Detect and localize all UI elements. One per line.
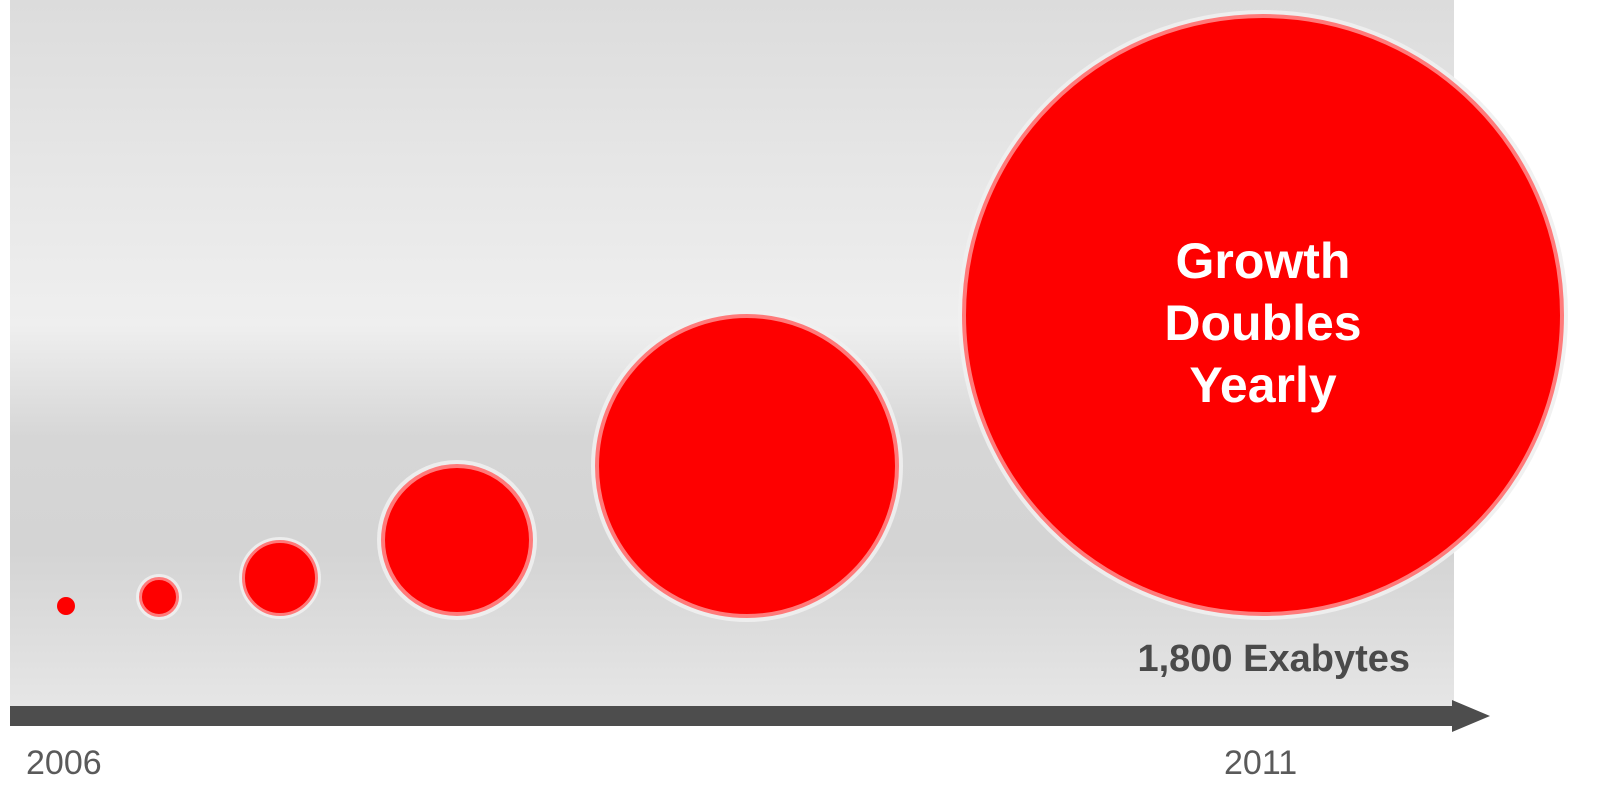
- bubble-5: [595, 314, 899, 618]
- headline-line-3: Yearly: [1189, 357, 1337, 413]
- bubble-3: [242, 540, 318, 616]
- total-exabytes-label: 1,800 Exabytes: [1137, 638, 1410, 680]
- growth-headline: Growth Doubles Yearly: [966, 230, 1560, 416]
- timeline-axis: [10, 706, 1456, 726]
- bubble-2: [139, 577, 179, 617]
- end-year-label: 2011: [1224, 744, 1298, 782]
- headline-line-1: Growth: [1175, 233, 1351, 289]
- headline-line-2: Doubles: [1164, 295, 1362, 351]
- timeline-arrow-icon: [1452, 700, 1490, 732]
- start-year-label: 2006: [26, 744, 102, 782]
- bubble-1: [57, 597, 75, 615]
- bubble-6: Growth Doubles Yearly: [962, 14, 1564, 616]
- bubble-4: [381, 464, 533, 616]
